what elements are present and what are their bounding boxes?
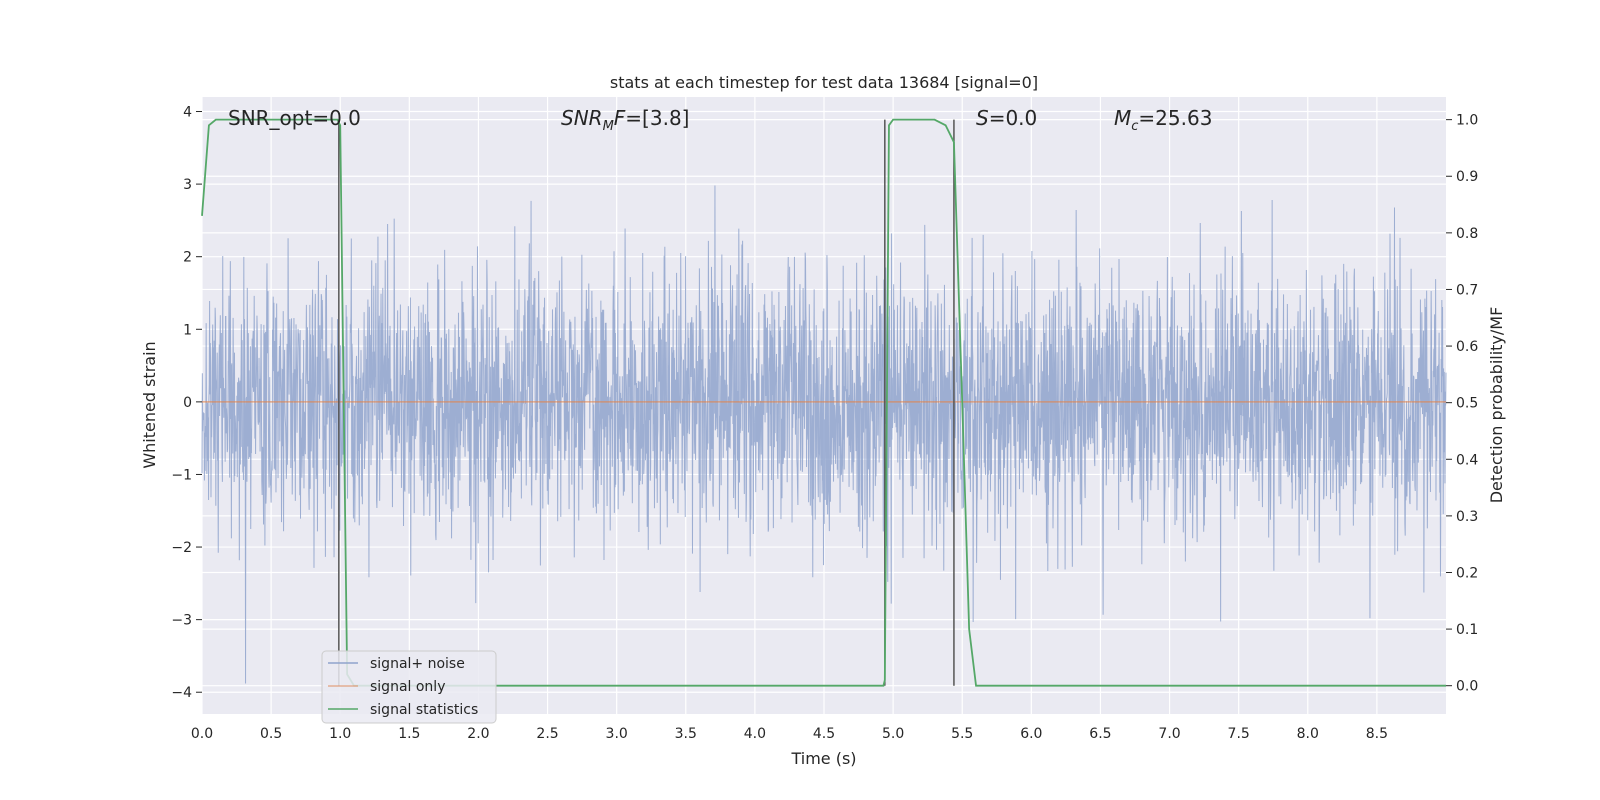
line-signal-statistics (201, 118, 1446, 687)
x-axis-label: Time (s) (790, 749, 856, 768)
x-tick-label: 4.5 (813, 726, 835, 742)
x-tick-label: 2.5 (536, 726, 558, 742)
y-tick-label-right: 0.8 (1456, 226, 1478, 242)
y-tick-label-left: −1 (171, 467, 192, 483)
x-tick-label: 8.0 (1297, 726, 1319, 742)
x-tick-label: 8.5 (1366, 726, 1388, 742)
x-tick-label: 4.0 (744, 726, 766, 742)
x-tick-label: 5.0 (882, 726, 904, 742)
y-tick-label-left: 4 (183, 105, 192, 121)
x-tick-label: 6.0 (1020, 726, 1042, 742)
y-tick-label-left: −3 (171, 613, 192, 629)
x-tick-label: 6.5 (1089, 726, 1111, 742)
y-tick-label-right: 1.0 (1456, 113, 1478, 129)
x-tick-label: 3.0 (606, 726, 628, 742)
x-tick-label: 3.5 (675, 726, 697, 742)
x-tick-label: 7.0 (1158, 726, 1180, 742)
tick-labels: 0.0 0.5 1.0 1.5 2.0 2.5 3.0 3.5 4.0 4.5 5.0 5.5 6.0 6… (171, 105, 1478, 742)
y-tick-label-right: 0.9 (1456, 169, 1478, 185)
legend-label-signal-statistics: signal statistics (370, 702, 478, 718)
line-signal-plus-noise (201, 185, 1447, 684)
legend-box (321, 650, 497, 724)
chart-title: stats at each timestep for test data 136… (610, 73, 1038, 92)
annotation-mc: Mc=25.63 (1114, 106, 1212, 134)
y-tick-label-right: 0.1 (1456, 622, 1478, 638)
y-tick-label-left: −2 (171, 540, 192, 556)
x-tick-label: 2.0 (467, 726, 489, 742)
y-tick-label-right: 0.0 (1456, 679, 1478, 695)
x-tick-label: 0.0 (191, 726, 213, 742)
y-tick-label-right: 0.5 (1456, 396, 1478, 412)
series-signal-plus-noise (201, 185, 1447, 684)
x-tick-label: 1.5 (398, 726, 420, 742)
y-tick-label-right: 0.4 (1456, 452, 1478, 468)
series-signal-statistics (201, 118, 1446, 687)
y-tick-label-right: 0.7 (1456, 282, 1478, 298)
x-tick-label: 0.5 (260, 726, 282, 742)
x-tick-label: 1.0 (329, 726, 351, 742)
y-tick-label-left: 2 (183, 250, 192, 266)
legend-label-signal-only: signal only (370, 679, 445, 695)
y-tick-label-right: 0.3 (1456, 509, 1478, 525)
y-tick-label-left: 1 (183, 322, 192, 338)
annotation-snr-mf: SNRMF=[3.8] (561, 106, 689, 134)
y-tick-label-right: 0.2 (1456, 565, 1478, 581)
y-tick-label-left: 3 (183, 177, 192, 193)
annotation-s: S=0.0 (976, 106, 1037, 130)
y-tick-label-left: 0 (183, 395, 192, 411)
legend: signal+ noise signal only signal statist… (321, 650, 497, 724)
x-tick-label: 5.5 (951, 726, 973, 742)
x-tick-label: 7.5 (1228, 726, 1250, 742)
y-tick-label-right: 0.6 (1456, 339, 1478, 355)
legend-label-signal-plus-noise: signal+ noise (370, 656, 465, 672)
annotation-snr-opt: SNR_opt=0.0 (228, 106, 361, 130)
y-tick-label-left: −4 (171, 685, 192, 701)
y-axis-label-right: Detection probability/MF (1487, 307, 1506, 504)
y-axis-label-left: Whitened strain (140, 341, 159, 468)
